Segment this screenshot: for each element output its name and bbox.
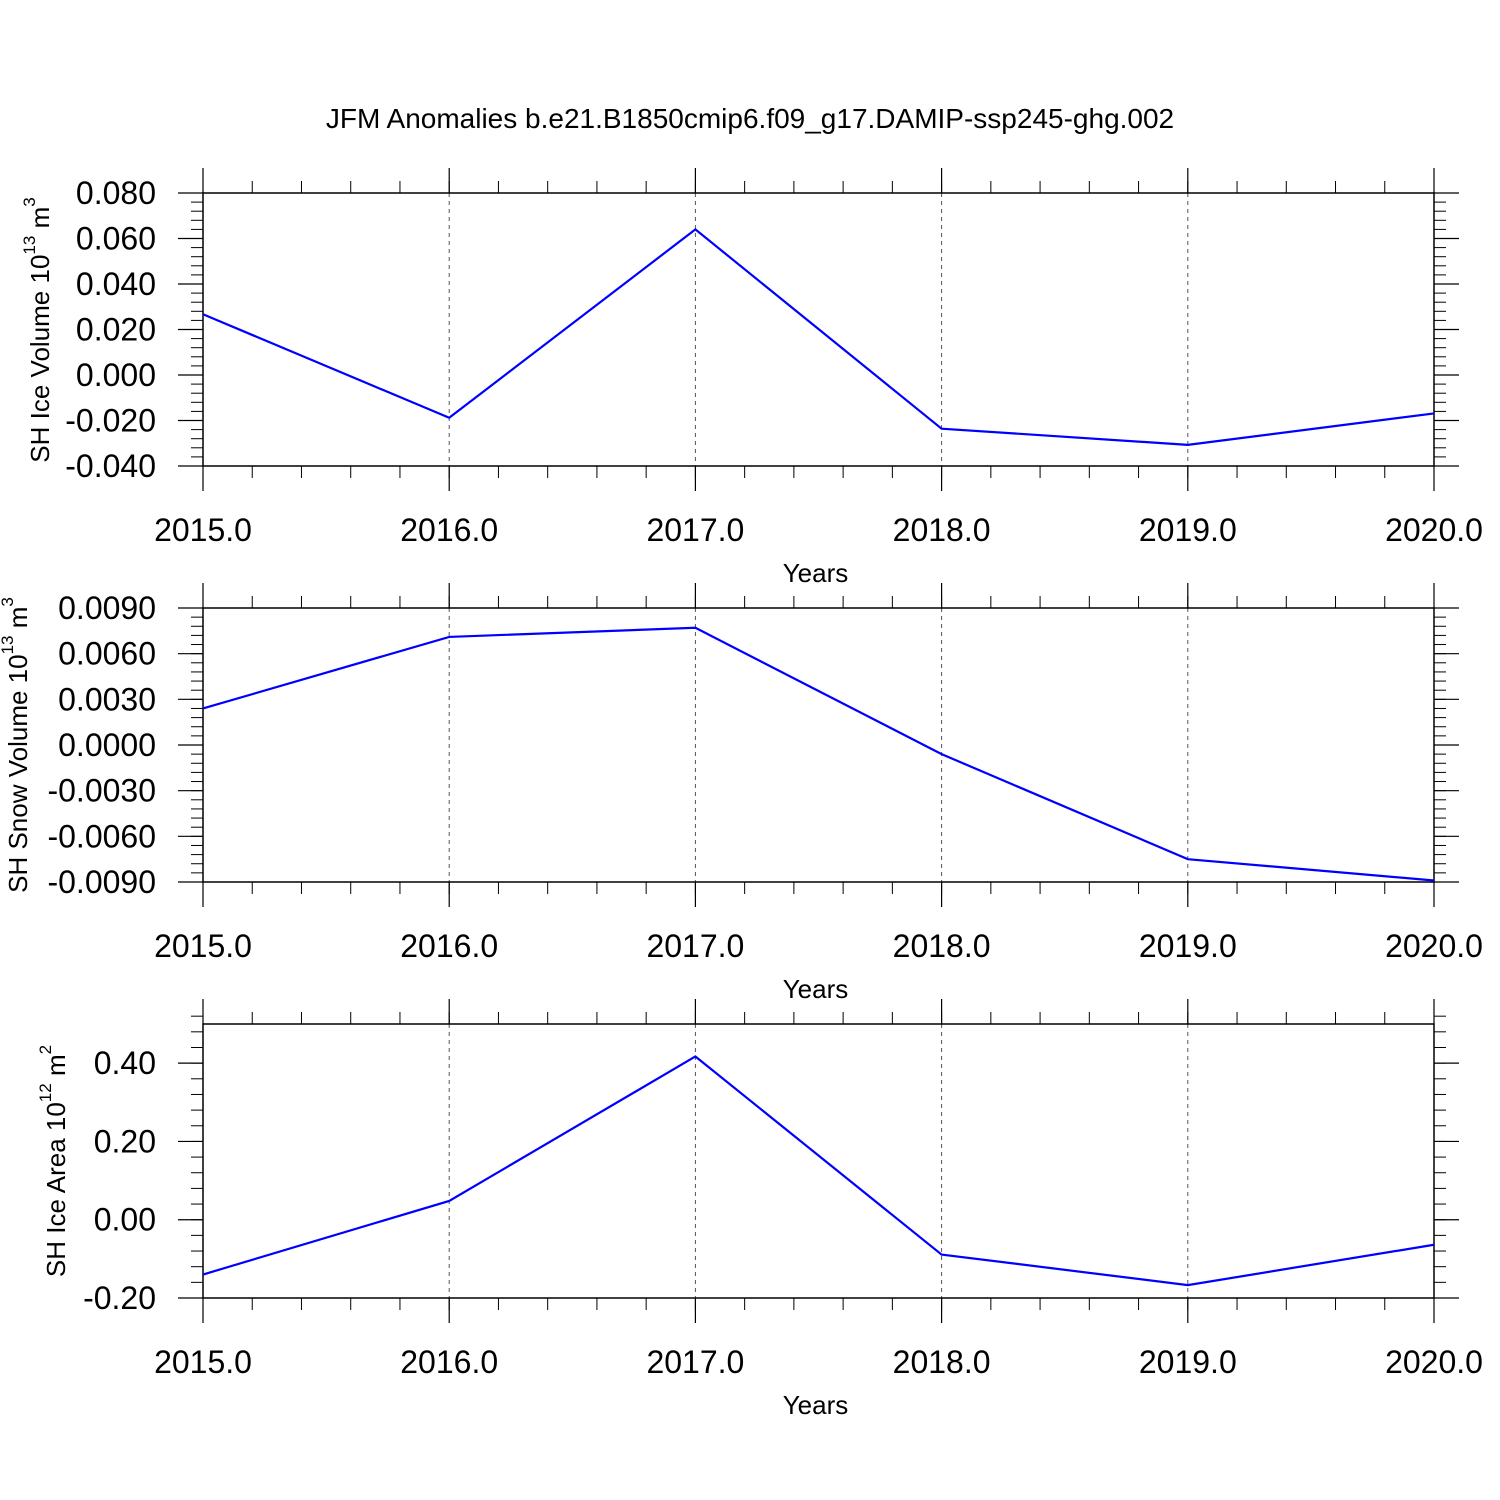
x-tick-label: 2016.0: [400, 928, 498, 964]
y-axis-label: SH Ice Volume 1013 m3: [20, 197, 54, 462]
chart-panel-3: 2015.0 2016.0 2017.0 2018.0 2019.0 2020.0 0.40…: [36, 999, 1483, 1420]
x-tick-label: 2019.0: [1139, 928, 1237, 964]
plot-frame: [202, 607, 1435, 883]
x-axis-label: Years: [783, 558, 849, 588]
y-tick-label: -0.0090: [47, 864, 156, 900]
y-tick-label: 0.080: [76, 175, 156, 211]
y-tick-label: 0.000: [76, 357, 156, 393]
figure-title: JFM Anomalies b.e21.B1850cmip6.f09_g17.D…: [325, 103, 1175, 134]
x-tick-label: 2020.0: [1385, 1344, 1483, 1380]
y-tick-label: 0.0060: [58, 636, 156, 672]
y-tick-label: 0.040: [76, 266, 156, 302]
y-tick-label: 0.0000: [58, 727, 156, 763]
x-tick-label: 2016.0: [400, 1344, 498, 1380]
y-tick-label: -0.20: [83, 1280, 156, 1316]
y-tick-label: 0.40: [94, 1045, 156, 1081]
series-line: [202, 626, 1435, 882]
x-tick-label: 2015.0: [154, 928, 252, 964]
x-tick-label: 2017.0: [646, 512, 744, 548]
y-tick-label: 0.00: [94, 1202, 156, 1238]
y-axis-label: SH Snow Volume 1013 m3: [0, 597, 33, 893]
x-tick-label: 2017.0: [646, 1344, 744, 1380]
y-tick-label: -0.0060: [47, 818, 156, 854]
x-axis-label: Years: [783, 974, 849, 1004]
x-tick-label: 2020.0: [1385, 928, 1483, 964]
x-tick-label: 2017.0: [646, 928, 744, 964]
x-axis-label: Years: [783, 1390, 849, 1420]
x-tick-label: 2015.0: [154, 512, 252, 548]
y-tick-label: -0.020: [65, 403, 156, 439]
x-tick-label: 2018.0: [893, 928, 991, 964]
chart-panel-1: 2015.0 2016.0 2017.0 2018.0 2019.0 2020.0 0.08…: [20, 168, 1483, 588]
x-tick-label: 2019.0: [1139, 512, 1237, 548]
y-tick-label: -0.0030: [47, 773, 156, 809]
series-line: [202, 1055, 1435, 1287]
x-tick-label: 2018.0: [893, 512, 991, 548]
y-tick-label: 0.0030: [58, 681, 156, 717]
y-tick-label: -0.040: [65, 448, 156, 484]
y-axis-label: SH Ice Area 1012 m2: [36, 1045, 70, 1277]
plot-frame: [202, 1023, 1435, 1299]
x-tick-label: 2020.0: [1385, 512, 1483, 548]
x-tick-label: 2019.0: [1139, 1344, 1237, 1380]
x-tick-label: 2015.0: [154, 1344, 252, 1380]
y-tick-label: 0.20: [94, 1123, 156, 1159]
y-tick-label: 0.020: [76, 312, 156, 348]
y-tick-label: 0.0090: [58, 590, 156, 626]
x-tick-label: 2016.0: [400, 512, 498, 548]
y-tick-label: 0.060: [76, 221, 156, 257]
chart-panel-2: 2015.0 2016.0 2017.0 2018.0 2019.0 2020.0 0.00…: [0, 583, 1483, 1004]
series-line: [202, 228, 1435, 446]
x-tick-label: 2018.0: [893, 1344, 991, 1380]
